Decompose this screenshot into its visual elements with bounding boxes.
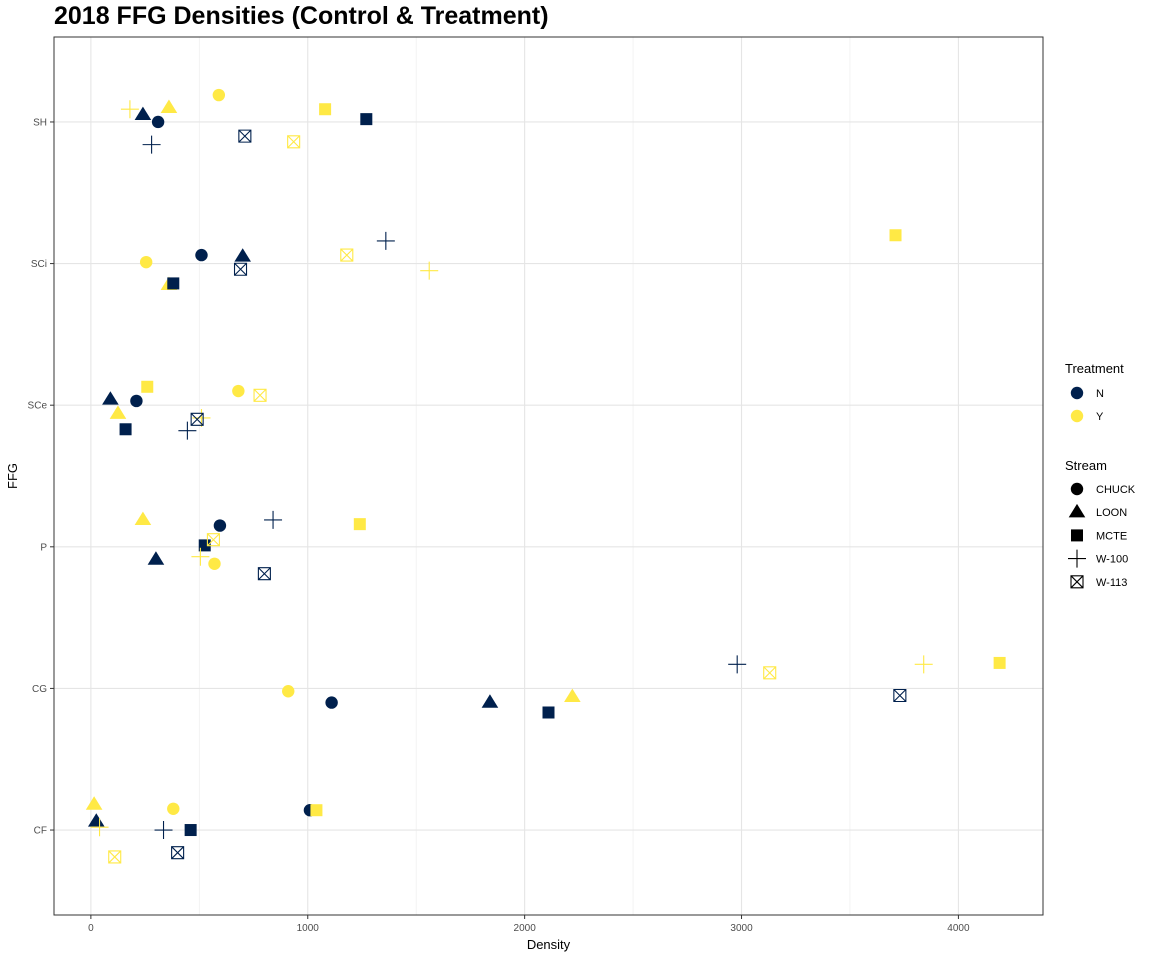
data-point: [120, 100, 139, 119]
y-tick-label: SCi: [31, 259, 47, 270]
legend-title-stream: Stream: [1065, 458, 1107, 473]
y-tick-label: CG: [32, 684, 47, 695]
data-point: [282, 685, 295, 698]
data-point: [191, 547, 210, 566]
data-point: [360, 113, 373, 126]
data-point: [325, 696, 338, 709]
data-point: [232, 384, 245, 398]
data-point: [213, 519, 227, 532]
legend-label-treatment: Y: [1096, 411, 1104, 423]
data-point: [134, 511, 152, 526]
data-point: [233, 262, 248, 276]
grid-lines: [54, 37, 1043, 915]
data-point: [420, 261, 439, 280]
data-point: [481, 694, 499, 708]
data-point: [340, 248, 354, 262]
legend-key-stream: [1071, 529, 1083, 542]
data-point: [319, 103, 332, 116]
legends: Treatment NY Stream CHUCK LOON MCTE W-100 W-113: [1065, 361, 1136, 589]
data-point: [376, 231, 395, 250]
data-point: [109, 405, 127, 419]
legend-label-stream: LOON: [1096, 507, 1127, 519]
data-point: [195, 248, 208, 262]
data-point: [167, 277, 180, 290]
data-point: [154, 821, 173, 840]
legend-label-stream: W-113: [1096, 577, 1127, 589]
data-point: [178, 421, 197, 440]
data-point: [90, 818, 109, 837]
x-tick-label: 2000: [514, 923, 537, 934]
legend-label-stream: MCTE: [1096, 530, 1127, 542]
data-point: [160, 99, 178, 113]
legend-label-stream: W-100: [1096, 554, 1128, 566]
data-point: [184, 824, 197, 837]
legend-key-stream: [1068, 503, 1086, 518]
data-points: [85, 88, 1006, 864]
data-point: [171, 846, 185, 860]
plot-panel-border: [53, 36, 1044, 916]
legend-title-treatment: Treatment: [1065, 361, 1124, 376]
data-point: [889, 229, 902, 242]
y-tick-label: SH: [33, 117, 47, 128]
legend-key-treatment: [1070, 409, 1084, 423]
data-point: [85, 796, 103, 810]
data-point: [87, 813, 105, 827]
data-point: [130, 394, 143, 408]
data-point: [264, 510, 283, 529]
y-axis-title: FFG: [5, 463, 20, 489]
legend-key-stream: [1070, 575, 1084, 589]
x-tick-label: 3000: [730, 923, 753, 934]
x-tick-label: 0: [88, 923, 94, 934]
data-point: [151, 115, 165, 129]
data-point: [139, 255, 153, 269]
data-point: [257, 567, 271, 581]
data-point: [310, 804, 323, 817]
data-point: [238, 129, 252, 143]
data-point: [353, 518, 366, 531]
legend-key-stream: [1068, 549, 1086, 568]
legend-label-stream: CHUCK: [1096, 484, 1136, 496]
axes: 0 1000 2000 3000 4000 CF CG P SCe SCi SH Density FFG: [5, 117, 970, 952]
data-point: [134, 106, 152, 121]
y-tick-label: SCe: [28, 401, 48, 412]
data-point: [108, 850, 122, 864]
data-point: [119, 423, 132, 436]
legend-key-treatment: [1070, 386, 1084, 400]
y-tick-label: CF: [34, 826, 47, 837]
chart-title: 2018 FFG Densities (Control & Treatment): [54, 2, 549, 30]
data-point: [147, 551, 165, 565]
data-point: [287, 135, 301, 149]
data-point: [212, 88, 226, 102]
data-point: [234, 248, 251, 262]
data-point: [763, 666, 777, 680]
data-point: [728, 655, 747, 674]
x-tick-label: 1000: [297, 923, 320, 934]
data-point: [142, 135, 161, 154]
x-tick-label: 4000: [947, 923, 970, 934]
data-point: [190, 412, 204, 426]
data-point: [893, 688, 907, 703]
data-point: [542, 706, 555, 719]
data-point: [102, 391, 119, 405]
y-tick-label: P: [40, 542, 47, 553]
data-point: [167, 802, 180, 815]
data-point: [993, 656, 1006, 669]
data-point: [253, 388, 267, 402]
data-point: [208, 557, 221, 570]
x-axis-title: Density: [527, 937, 571, 952]
legend-key-stream: [1070, 482, 1084, 496]
data-point: [914, 655, 933, 674]
data-point: [564, 688, 581, 703]
data-point: [206, 533, 220, 547]
legend-label-treatment: N: [1096, 388, 1104, 400]
data-point: [141, 380, 154, 393]
